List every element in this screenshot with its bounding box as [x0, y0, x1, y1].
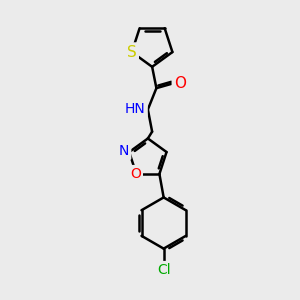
Text: Cl: Cl — [157, 263, 170, 277]
Text: S: S — [127, 45, 137, 60]
Text: N: N — [119, 144, 129, 158]
Text: O: O — [130, 167, 141, 181]
Text: O: O — [174, 76, 186, 91]
Text: HN: HN — [125, 102, 146, 116]
